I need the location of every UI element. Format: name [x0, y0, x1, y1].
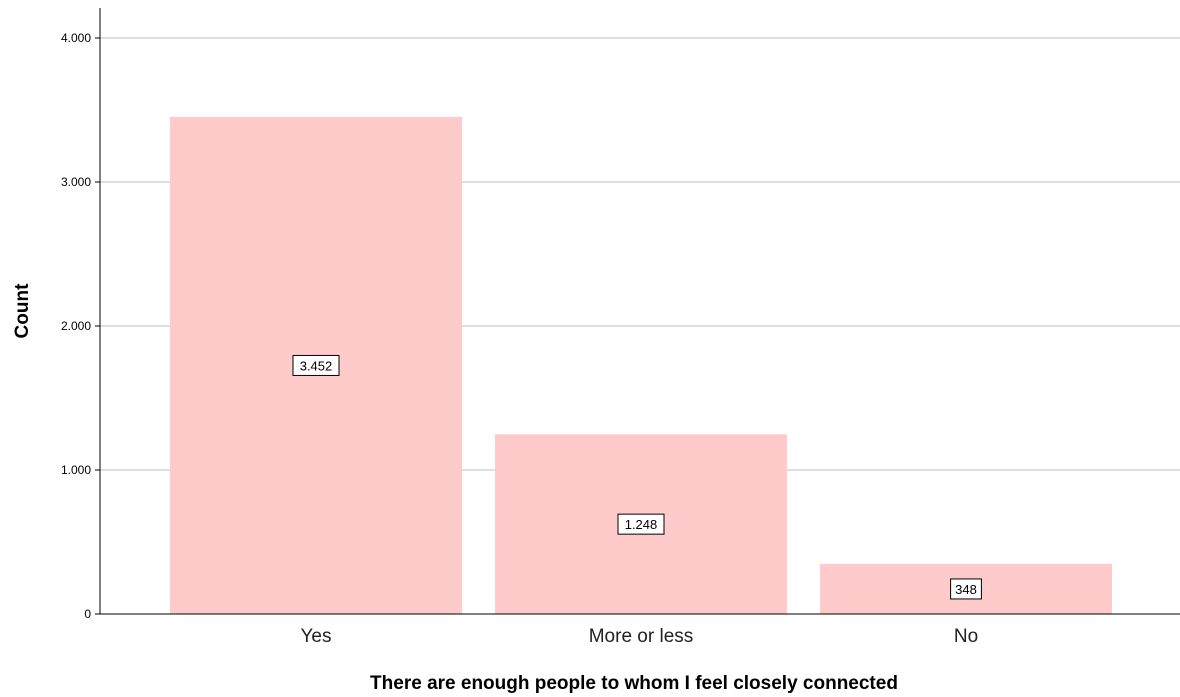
- y-tick-label: 3.000: [61, 175, 91, 189]
- y-tick-label: 2.000: [61, 319, 91, 333]
- axes: [99, 8, 1180, 615]
- y-tick-label: 0: [84, 607, 91, 621]
- data-label-box: [950, 578, 982, 600]
- y-tick-label: 4.000: [61, 31, 91, 45]
- data-label: 1.248: [625, 517, 658, 532]
- y-ticks: 0 1.000 2.000 3.000 4.000: [61, 31, 100, 621]
- x-category-label: More or less: [589, 626, 694, 647]
- x-category-label: No: [954, 626, 978, 647]
- data-label: 348: [955, 582, 977, 597]
- data-label: 3.452: [300, 358, 333, 373]
- y-tick-label: 1.000: [61, 463, 91, 477]
- data-label-box: [617, 513, 665, 535]
- x-category-label: Yes: [301, 626, 332, 647]
- x-category-labels: Yes More or less No: [301, 626, 979, 647]
- y-axis-title: Count: [12, 283, 33, 339]
- x-axis-title: There are enough people to whom I feel c…: [370, 673, 898, 694]
- data-labels: 3.452 1.248 348: [292, 354, 982, 600]
- data-label-box: [292, 354, 340, 376]
